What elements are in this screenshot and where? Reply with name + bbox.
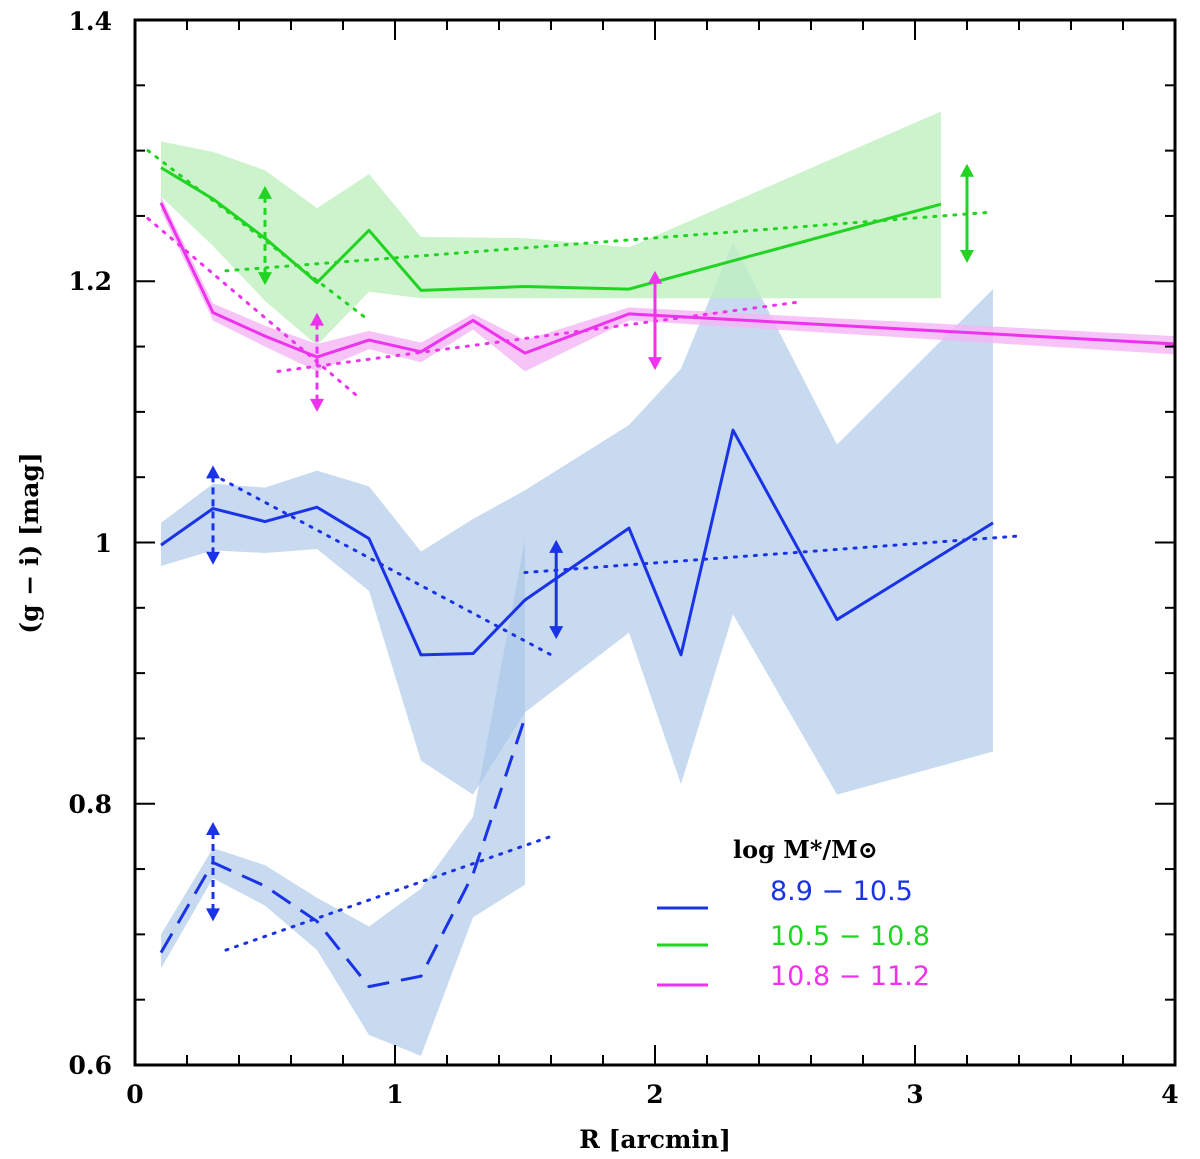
series-band — [161, 242, 993, 795]
error-arrow-head-down — [258, 272, 272, 286]
series-lines — [159, 166, 1176, 989]
x-tick-label: 1 — [386, 1080, 403, 1109]
error-bands — [161, 111, 1175, 1056]
fit-line — [224, 834, 553, 952]
error-arrow-head-up — [310, 312, 324, 326]
y-tick-label: 1 — [95, 529, 112, 558]
error-arrow-head-up — [258, 185, 272, 199]
legend-title: log M*/M⊙ — [733, 835, 878, 864]
fit-line — [146, 149, 371, 322]
series-line — [160, 166, 942, 292]
error-arrow-head-up — [960, 163, 974, 177]
series-line — [159, 717, 527, 989]
error-arrow-head-down — [206, 551, 220, 565]
series-line — [159, 202, 1176, 359]
error-arrow-head-down — [549, 626, 564, 640]
fit-line — [224, 210, 995, 273]
x-tick-labels: 0 1 2 3 4 — [126, 1080, 1178, 1109]
x-tick-label: 2 — [646, 1080, 663, 1109]
x-tick-label: 0 — [126, 1080, 143, 1109]
legend-label-blue: 8.9 − 10.5 — [770, 876, 913, 907]
error-arrow-head-down — [206, 908, 220, 922]
error-arrow-head-up — [206, 822, 220, 836]
fit-line — [276, 300, 800, 373]
error-arrow-head-down — [648, 357, 662, 371]
error-arrow — [206, 822, 220, 922]
y-tick-label: 1.4 — [69, 7, 113, 36]
error-arrow — [258, 185, 272, 286]
x-tick-label: 3 — [906, 1080, 923, 1109]
y-tick-label: 0.8 — [69, 790, 113, 819]
error-arrow — [960, 163, 974, 263]
error-arrows — [206, 163, 974, 922]
series-band — [161, 111, 941, 346]
x-tick-label: 4 — [1161, 1080, 1178, 1109]
series-line — [160, 428, 994, 657]
legend-label-magenta: 10.8 − 11.2 — [770, 961, 930, 992]
legend-label-green: 10.5 − 10.8 — [770, 921, 930, 952]
y-tick-label: 1.2 — [69, 267, 113, 296]
y-tick-labels: 0.6 0.8 1 1.2 1.4 — [69, 7, 113, 1080]
error-arrow — [206, 465, 220, 565]
x-axis-title: R [arcmin] — [579, 1125, 731, 1154]
error-arrow-head-up — [648, 270, 662, 284]
error-arrow-head-down — [960, 249, 974, 263]
error-arrow-head-up — [549, 539, 564, 553]
error-arrow — [310, 312, 324, 412]
error-arrow-head-up — [206, 465, 220, 479]
series-band — [161, 539, 525, 1056]
error-arrow — [549, 539, 564, 640]
fit-line — [523, 534, 1021, 575]
legend: log M*/M⊙ 8.9 − 10.5 10.5 − 10.8 10.8 − … — [657, 835, 930, 992]
axis-ticks — [134, 19, 1176, 1066]
error-arrow — [648, 270, 662, 371]
y-tick-label: 0.6 — [69, 1051, 113, 1080]
y-axis-title: (g − i) [mag] — [15, 452, 44, 633]
series-band — [161, 196, 1175, 372]
error-arrow-head-down — [310, 398, 324, 412]
